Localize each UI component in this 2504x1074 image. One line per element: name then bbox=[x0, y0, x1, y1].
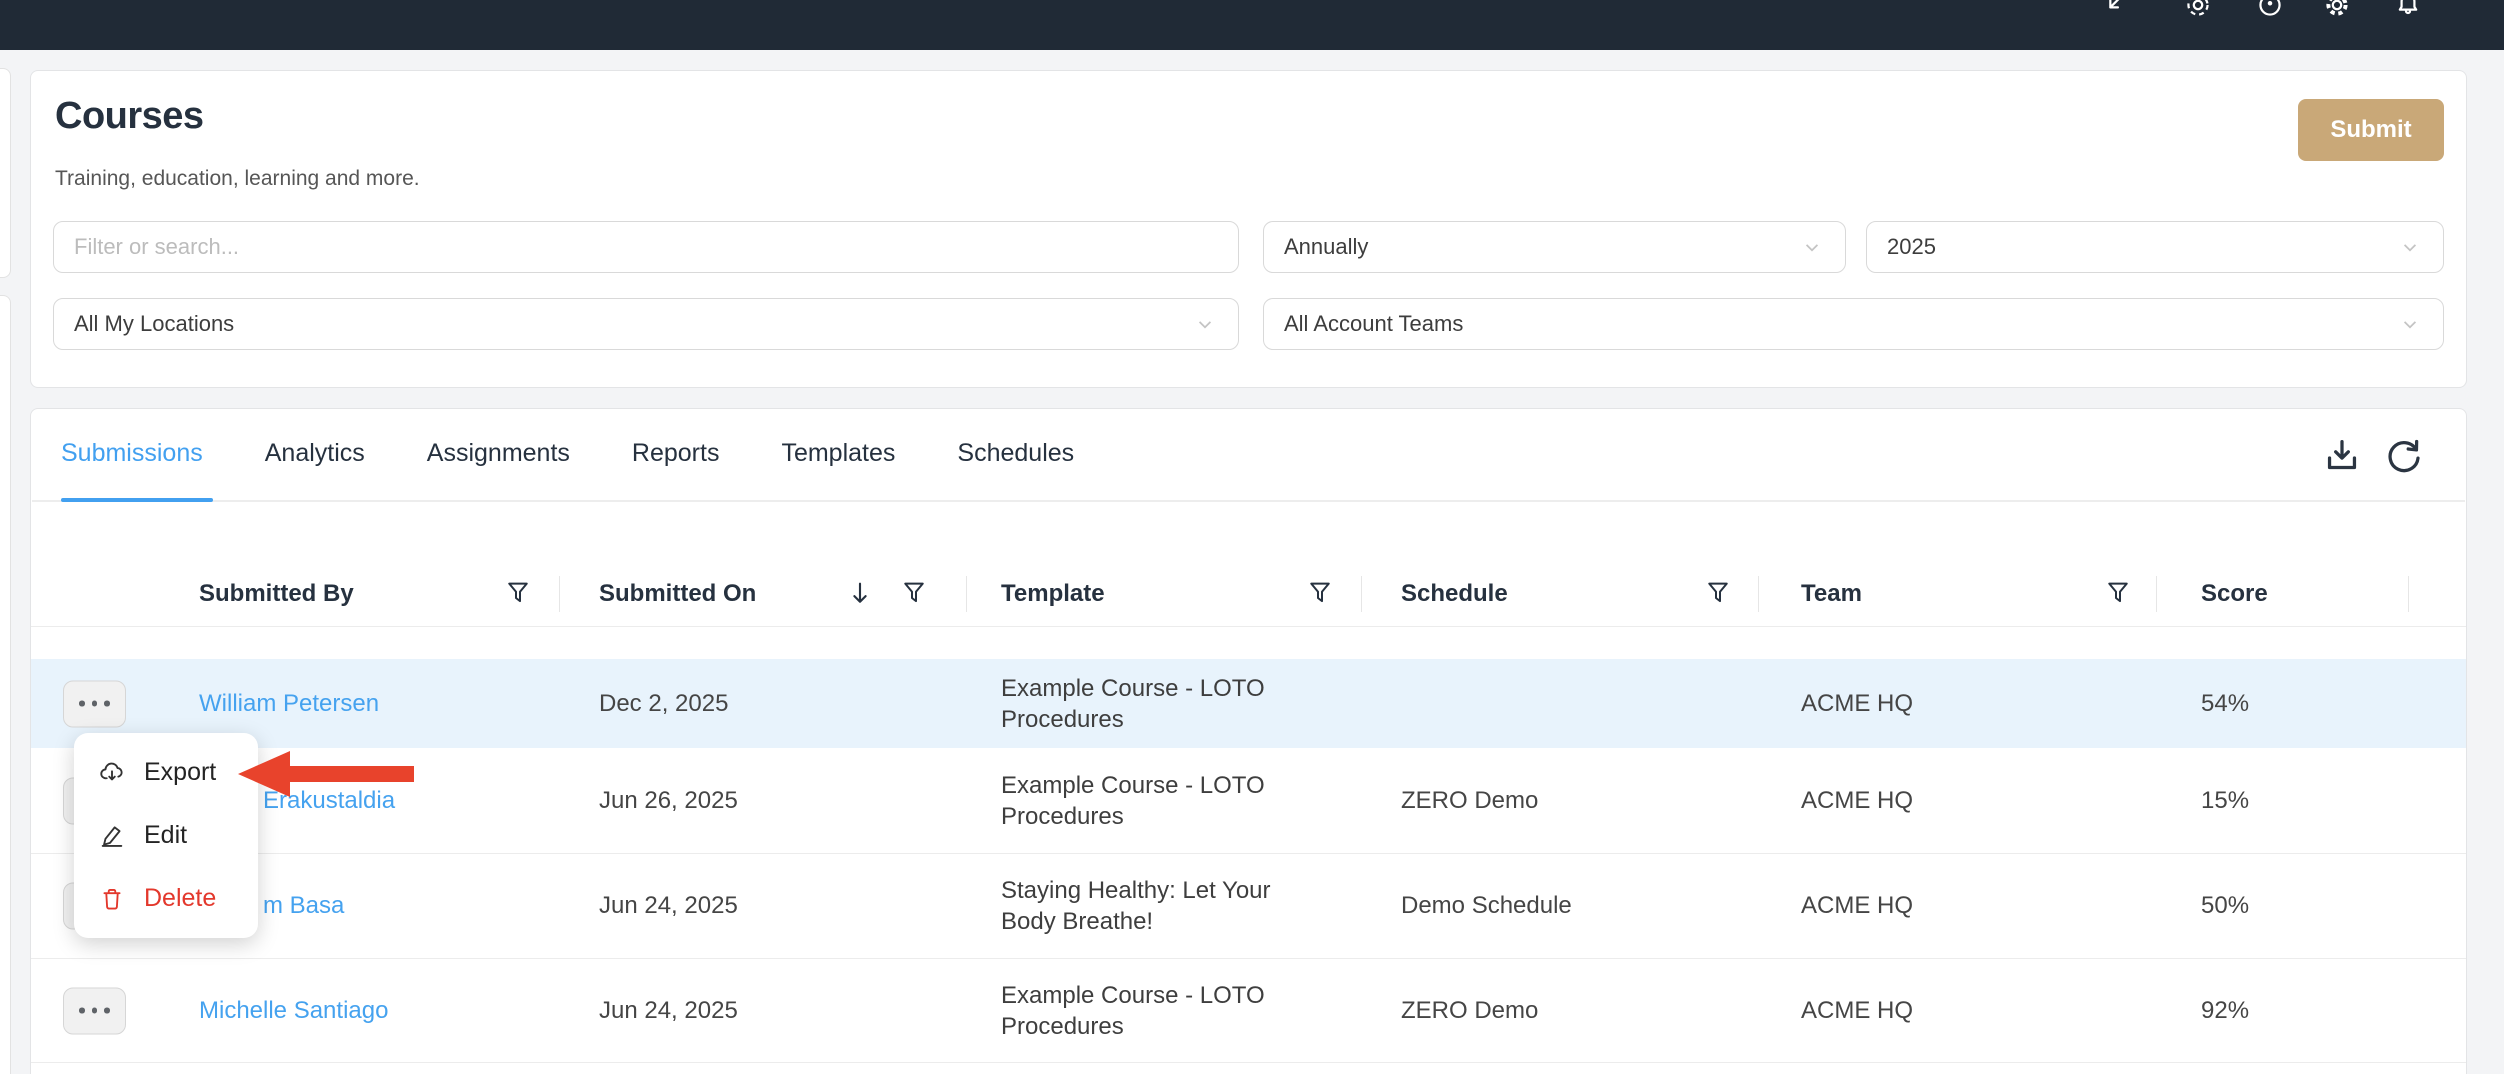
submitted-by-link[interactable]: m Basa bbox=[263, 892, 345, 919]
page-title: Courses bbox=[55, 95, 204, 137]
template-cell: Example Course - LOTO Procedures bbox=[1001, 981, 1265, 1040]
gear-icon[interactable] bbox=[2323, 0, 2351, 19]
header-separator bbox=[1361, 576, 1362, 612]
column-header-schedule[interactable]: Schedule bbox=[1401, 580, 1508, 607]
header-separator bbox=[2408, 576, 2409, 612]
search-input[interactable] bbox=[74, 234, 1218, 260]
chevron-down-icon bbox=[1198, 321, 1212, 329]
download-icon[interactable] bbox=[2319, 434, 2365, 480]
tab-bar: Submissions Analytics Assignments Report… bbox=[61, 439, 1074, 468]
offscreen-card-edge-top bbox=[0, 68, 11, 278]
template-cell: Example Course - LOTO Procedures bbox=[1001, 674, 1265, 733]
submit-button[interactable]: Submit bbox=[2298, 99, 2444, 161]
year-select[interactable]: 2025 bbox=[1866, 221, 2444, 273]
table-row[interactable]: Michelle Santiago Jun 24, 2025 Example C… bbox=[31, 959, 2466, 1063]
header-separator bbox=[559, 576, 560, 612]
funnel-icon[interactable] bbox=[1703, 578, 1733, 608]
period-select-value: Annually bbox=[1284, 234, 1369, 259]
template-cell: Example Course - LOTO Procedures bbox=[1001, 771, 1265, 830]
period-select[interactable]: Annually bbox=[1263, 221, 1846, 273]
tab-submissions[interactable]: Submissions bbox=[61, 439, 203, 467]
tab-assignments[interactable]: Assignments bbox=[426, 439, 570, 467]
menu-item-label: Export bbox=[144, 758, 217, 786]
cloud-download-icon bbox=[100, 762, 123, 780]
tab-templates[interactable]: Templates bbox=[781, 439, 896, 467]
active-tab-underline bbox=[61, 498, 213, 502]
funnel-icon[interactable] bbox=[2103, 578, 2133, 608]
column-header-team[interactable]: Team bbox=[1801, 580, 1862, 607]
header-separator bbox=[2156, 576, 2157, 612]
row-actions-button[interactable] bbox=[63, 987, 126, 1034]
refresh-icon[interactable] bbox=[2381, 434, 2427, 480]
chevron-down-icon bbox=[2403, 244, 2417, 252]
funnel-icon[interactable] bbox=[503, 578, 533, 608]
tab-divider bbox=[32, 500, 2465, 502]
teams-select[interactable]: All Account Teams bbox=[1263, 298, 2444, 350]
funnel-icon[interactable] bbox=[899, 578, 929, 608]
submitted-on-cell: Jun 24, 2025 bbox=[599, 892, 738, 919]
menu-item-label: Edit bbox=[144, 821, 188, 849]
column-header-template[interactable]: Template bbox=[1001, 580, 1105, 607]
team-cell: ACME HQ bbox=[1801, 689, 1914, 717]
submitted-on-cell: Jun 24, 2025 bbox=[599, 996, 738, 1024]
resize-arrow-icon[interactable] bbox=[2101, 0, 2129, 19]
offscreen-card-edge-bottom bbox=[0, 295, 11, 1074]
tab-schedules[interactable]: Schedules bbox=[957, 439, 1075, 467]
submitted-on-cell: Jun 26, 2025 bbox=[599, 786, 738, 814]
score-cell: 15% bbox=[2201, 786, 2250, 814]
schedule-cell: ZERO Demo bbox=[1401, 996, 1539, 1024]
menu-item-edit[interactable]: Edit bbox=[74, 804, 258, 867]
year-select-value: 2025 bbox=[1887, 234, 1936, 259]
submitted-by-link[interactable]: Michelle Santiago bbox=[199, 996, 389, 1024]
schedule-cell: Demo Schedule bbox=[1401, 892, 1572, 919]
column-header-score[interactable]: Score bbox=[2201, 580, 2268, 607]
teams-select-value: All Account Teams bbox=[1284, 311, 1464, 336]
table-row[interactable]: Erakustaldia Jun 26, 2025 Example Course… bbox=[31, 748, 2466, 854]
template-cell: Staying Healthy: Let Your Body Breathe! bbox=[1001, 877, 1271, 935]
table-row[interactable]: m Basa Jun 24, 2025 Staying Healthy: Let… bbox=[31, 854, 2466, 959]
context-menu: Export Edit Delete bbox=[74, 733, 258, 938]
team-cell: ACME HQ bbox=[1801, 892, 1914, 919]
locations-select-value: All My Locations bbox=[74, 311, 235, 336]
team-cell: ACME HQ bbox=[1801, 996, 1914, 1024]
locations-select[interactable]: All My Locations bbox=[53, 298, 1239, 350]
chevron-down-icon bbox=[1805, 244, 1819, 252]
submitted-by-link[interactable]: William Petersen bbox=[199, 689, 380, 717]
search-input-wrap bbox=[53, 221, 1239, 273]
column-header-submitted-by[interactable]: Submitted By bbox=[199, 580, 354, 607]
courses-header-card: Courses Training, education, learning an… bbox=[30, 70, 2467, 388]
help-ring-icon[interactable] bbox=[2184, 0, 2212, 19]
submissions-card: Submissions Analytics Assignments Report… bbox=[30, 408, 2467, 1074]
score-cell: 92% bbox=[2201, 996, 2250, 1024]
table-row[interactable]: William Petersen Dec 2, 2025 Example Cou… bbox=[31, 659, 2466, 748]
clock-icon[interactable] bbox=[2256, 0, 2284, 19]
header-separator bbox=[1758, 576, 1759, 612]
score-cell: 54% bbox=[2201, 689, 2250, 717]
pencil-icon bbox=[101, 825, 123, 847]
top-bar bbox=[0, 0, 2504, 50]
schedule-cell: ZERO Demo bbox=[1401, 786, 1539, 814]
menu-item-label: Delete bbox=[144, 884, 217, 912]
trash-icon bbox=[103, 888, 121, 910]
table-header: Submitted By Submitted On Template Sched… bbox=[31, 561, 2466, 627]
score-cell: 50% bbox=[2201, 892, 2250, 919]
page-subtitle: Training, education, learning and more. bbox=[55, 167, 420, 190]
bell-icon[interactable] bbox=[2394, 0, 2422, 19]
tab-analytics[interactable]: Analytics bbox=[264, 439, 365, 467]
row-actions-button[interactable] bbox=[63, 680, 126, 727]
submitted-on-cell: Dec 2, 2025 bbox=[599, 689, 729, 717]
column-header-submitted-on[interactable]: Submitted On bbox=[599, 580, 757, 607]
annotation-arrow-icon bbox=[238, 751, 414, 797]
sort-down-icon[interactable] bbox=[845, 578, 875, 608]
header-separator bbox=[966, 576, 967, 612]
funnel-icon[interactable] bbox=[1305, 578, 1335, 608]
chevron-down-icon bbox=[2403, 321, 2417, 329]
menu-item-delete[interactable]: Delete bbox=[74, 867, 258, 930]
team-cell: ACME HQ bbox=[1801, 786, 1914, 814]
menu-item-export[interactable]: Export bbox=[74, 741, 258, 804]
tab-reports[interactable]: Reports bbox=[631, 439, 720, 467]
